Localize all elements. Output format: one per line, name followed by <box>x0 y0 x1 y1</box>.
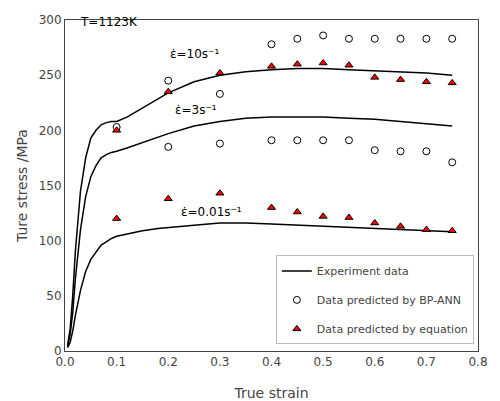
svg-text:0.1: 0.1 <box>107 355 126 369</box>
svg-text:Data predicted by equation: Data predicted by equation <box>317 323 468 336</box>
svg-text:300: 300 <box>39 13 62 27</box>
svg-text:Data predicted by BP-ANN: Data predicted by BP-ANN <box>317 294 461 307</box>
svg-text:0.7: 0.7 <box>417 355 436 369</box>
svg-text:150: 150 <box>39 179 62 193</box>
svg-text:T=1123K: T=1123K <box>80 15 138 29</box>
svg-text:200: 200 <box>39 124 62 138</box>
svg-text:0: 0 <box>54 344 62 358</box>
svg-text:0.3: 0.3 <box>210 355 229 369</box>
svg-text:ε̇=3s⁻¹: ε̇=3s⁻¹ <box>175 103 217 117</box>
svg-text:ε̇=10s⁻¹: ε̇=10s⁻¹ <box>170 47 219 61</box>
svg-text:0.4: 0.4 <box>262 355 281 369</box>
svg-text:50: 50 <box>46 289 61 303</box>
svg-text:ε̇=0.01s⁻¹: ε̇=0.01s⁻¹ <box>181 205 242 219</box>
svg-text:0.5: 0.5 <box>314 355 333 369</box>
svg-text:0.6: 0.6 <box>365 355 384 369</box>
svg-text:0.0: 0.0 <box>55 355 74 369</box>
svg-text:True strain: True strain <box>233 385 308 401</box>
svg-text:Experiment data: Experiment data <box>317 265 409 278</box>
svg-text:Ture stress /MPa: Ture stress /MPa <box>14 129 30 243</box>
svg-text:0.8: 0.8 <box>468 355 487 369</box>
svg-text:0.2: 0.2 <box>159 355 178 369</box>
svg-text:250: 250 <box>39 68 62 82</box>
svg-text:100: 100 <box>39 234 62 248</box>
